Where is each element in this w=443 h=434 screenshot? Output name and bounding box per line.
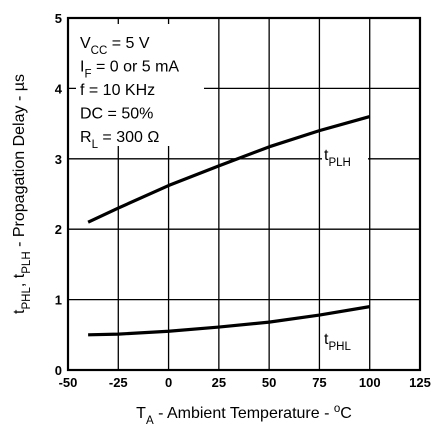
- text-part: V: [80, 35, 91, 52]
- text-part: F: [84, 69, 91, 81]
- text-part: A: [146, 415, 154, 427]
- text-part: T: [136, 405, 146, 422]
- y-axis-label: tPHL, tPLH - Propagation Delay - µs: [11, 74, 33, 314]
- text-part: t: [324, 147, 329, 164]
- text-part: - Propagation Delay - µs: [11, 74, 28, 251]
- text-part: C: [340, 405, 352, 422]
- text-part: o: [334, 403, 340, 415]
- y-tick-label: 2: [55, 222, 62, 237]
- x-tick-label: 75: [312, 375, 326, 390]
- y-tick-label: 4: [55, 81, 63, 96]
- text-part: t: [11, 309, 28, 314]
- text-part: t: [324, 331, 329, 348]
- y-tick-label: 5: [55, 11, 62, 26]
- series-label: tPHL: [324, 331, 351, 353]
- plot-frame: [66, 16, 422, 372]
- x-tick-label: 0: [165, 375, 172, 390]
- text-part: = 0 or 5 mA: [92, 59, 180, 76]
- annotation-background: [76, 24, 204, 146]
- text-part: I: [80, 59, 84, 76]
- x-tick-label: 100: [359, 375, 381, 390]
- text-part: - Ambient Temperature -: [154, 405, 334, 422]
- text-part: PHL: [328, 341, 351, 353]
- annotation: DC = 50%: [80, 106, 153, 123]
- y-tick-label: 3: [55, 152, 62, 167]
- series-label: tPLH: [324, 147, 351, 169]
- y-tick-label: 1: [55, 293, 62, 308]
- annotation: VCC = 5 V: [80, 35, 150, 57]
- series-line: [88, 305, 370, 337]
- text-part: = 5 V: [107, 35, 150, 52]
- annotation: RL = 300 Ω: [80, 129, 159, 151]
- text-part: CC: [91, 45, 108, 57]
- x-tick-label: -25: [109, 375, 128, 390]
- series-label-background: [322, 142, 368, 168]
- x-axis-label: TA - Ambient Temperature - oC: [136, 403, 352, 427]
- annotation: IF = 0 or 5 mA: [80, 59, 179, 81]
- text-part: PLH: [328, 157, 350, 169]
- text-part: = 300 Ω: [98, 129, 159, 146]
- series-label-background: [322, 326, 368, 352]
- text-part: DC = 50%: [80, 106, 153, 123]
- text-part: PHL: [21, 287, 33, 310]
- x-tick-label: 125: [409, 375, 431, 390]
- text-part: R: [80, 129, 92, 146]
- text-part: PLH: [21, 251, 33, 273]
- text-part: f = 10 KHz: [80, 82, 155, 99]
- series-line: [87, 115, 371, 224]
- annotation: f = 10 KHz: [80, 82, 155, 99]
- x-tick-label: 50: [262, 375, 276, 390]
- x-tick-label: -50: [59, 375, 78, 390]
- text-part: , t: [11, 273, 28, 287]
- text-part: L: [92, 139, 99, 151]
- y-tick-label: 0: [55, 363, 62, 378]
- x-tick-label: 25: [212, 375, 226, 390]
